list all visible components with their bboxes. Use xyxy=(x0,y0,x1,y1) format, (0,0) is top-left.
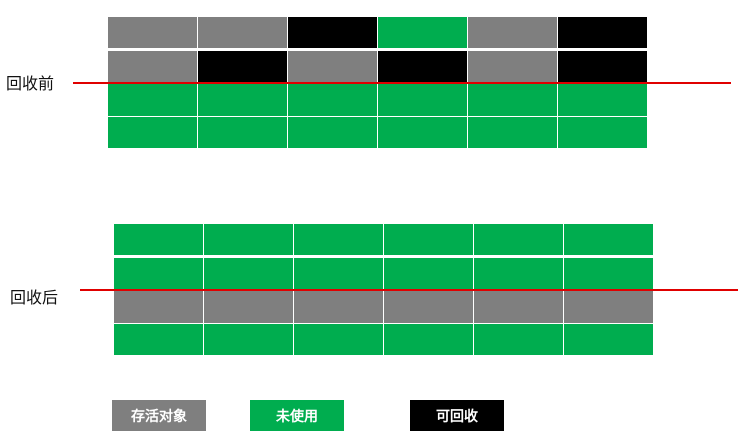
heap-cell-live xyxy=(198,17,287,48)
heap-cell-live xyxy=(108,51,197,83)
after-gc-label: 回收后 xyxy=(10,288,59,307)
heap-cell-live xyxy=(468,51,557,83)
heap-cell-live xyxy=(564,291,653,323)
heap-cell-free xyxy=(204,324,293,355)
legend-live-objects: 存活对象 xyxy=(112,400,206,431)
heap-cell-free xyxy=(114,324,203,355)
heap-cell-free xyxy=(384,224,473,255)
heap-cell-free xyxy=(558,117,647,148)
heap-cell-free xyxy=(288,84,377,116)
heap-cell-free xyxy=(204,258,293,290)
heap-cell-free xyxy=(288,117,377,148)
heap-cell-free xyxy=(108,117,197,148)
heap-cell-free xyxy=(294,224,383,255)
heap-cell-live xyxy=(108,17,197,48)
heap-cell-garbage xyxy=(558,17,647,48)
heap-cell-free xyxy=(294,324,383,355)
heap-cell-free xyxy=(468,84,557,116)
heap-cell-live xyxy=(204,291,293,323)
heap-cell-live xyxy=(384,291,473,323)
heap-cell-free xyxy=(378,17,467,48)
heap-cell-free xyxy=(558,84,647,116)
after-gc-heap-grid xyxy=(114,224,654,355)
heap-cell-free xyxy=(384,258,473,290)
heap-cell-free xyxy=(468,117,557,148)
heap-cell-live xyxy=(468,17,557,48)
before-gc-label: 回收前 xyxy=(6,74,55,93)
heap-cell-live xyxy=(114,291,203,323)
heap-cell-free xyxy=(474,224,563,255)
heap-cell-free xyxy=(474,258,563,290)
legend-unused: 未使用 xyxy=(250,400,344,431)
heap-cell-free xyxy=(198,84,287,116)
heap-cell-free xyxy=(108,84,197,116)
heap-cell-free xyxy=(378,117,467,148)
heap-cell-live xyxy=(294,291,383,323)
heap-cell-free xyxy=(198,117,287,148)
heap-cell-free xyxy=(474,324,563,355)
heap-cell-free xyxy=(564,324,653,355)
legend-reclaimable: 可回收 xyxy=(410,400,504,431)
heap-cell-free xyxy=(204,224,293,255)
heap-cell-free xyxy=(294,258,383,290)
heap-cell-garbage xyxy=(378,51,467,83)
heap-cell-free xyxy=(378,84,467,116)
heap-cell-free xyxy=(564,224,653,255)
heap-cell-free xyxy=(114,224,203,255)
heap-cell-live xyxy=(474,291,563,323)
heap-cell-free xyxy=(114,258,203,290)
heap-cell-garbage xyxy=(198,51,287,83)
heap-cell-free xyxy=(384,324,473,355)
before-marker-line xyxy=(73,82,731,84)
after-marker-line xyxy=(80,289,738,291)
heap-cell-garbage xyxy=(558,51,647,83)
heap-cell-garbage xyxy=(288,17,377,48)
heap-cell-live xyxy=(288,51,377,83)
before-gc-heap-grid xyxy=(108,17,648,148)
heap-cell-free xyxy=(564,258,653,290)
